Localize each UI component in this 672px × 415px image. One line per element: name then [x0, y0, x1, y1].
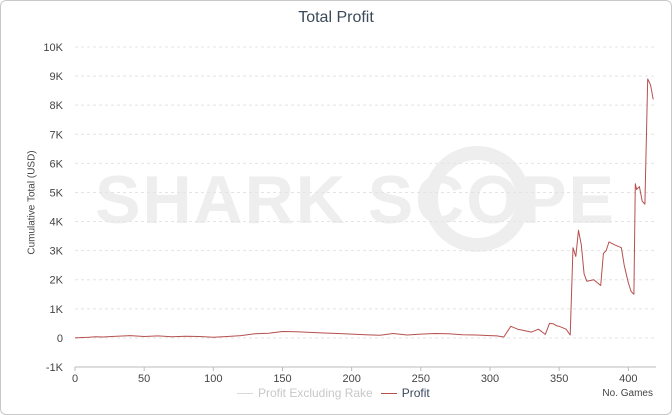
- watermark-text: SHARK SCOPE: [95, 162, 616, 238]
- y-tick-label: 4K: [50, 217, 64, 229]
- y-tick-label: 10K: [43, 42, 63, 54]
- x-tick-label: 250: [412, 373, 430, 385]
- watermark: SHARK SCOPE: [95, 146, 616, 252]
- y-tick-label: 5K: [50, 187, 64, 199]
- y-tick-label: 8K: [50, 100, 64, 112]
- x-tick-label: 100: [204, 373, 222, 385]
- x-tick-label: 150: [273, 373, 291, 385]
- series-line-profit: [74, 78, 654, 339]
- x-tick-label: 350: [550, 373, 568, 385]
- legend: Profit Excluding Rake Profit: [237, 386, 438, 400]
- legend-item-rake[interactable]: Profit Excluding Rake: [237, 386, 373, 400]
- legend-line-profit: [380, 392, 397, 394]
- x-tick-label: 300: [481, 373, 499, 385]
- x-tick-label: 400: [619, 373, 637, 385]
- y-tick-label: 3K: [50, 246, 64, 258]
- x-tick-label: 50: [138, 373, 150, 385]
- x-tick-label: 0: [72, 373, 78, 385]
- y-tick-label: 0: [57, 333, 63, 345]
- watermark-scope-icon: [424, 146, 530, 252]
- legend-item-profit[interactable]: Profit: [380, 386, 430, 400]
- legend-label-profit: Profit: [401, 386, 430, 400]
- y-tick-label: -1K: [46, 362, 64, 374]
- y-tick-label: 1K: [50, 304, 64, 316]
- x-tick-label: 200: [342, 373, 360, 385]
- x-axis-label: No. Games: [602, 388, 653, 399]
- y-tick-label: 2K: [50, 275, 64, 287]
- y-tick-label: 9K: [50, 71, 64, 83]
- legend-line-rake: [237, 392, 253, 394]
- chart-title: Total Profit: [298, 9, 374, 26]
- legend-label-rake: Profit Excluding Rake: [258, 386, 373, 400]
- y-tick-label: 6K: [50, 158, 64, 170]
- y-tick-label: 7K: [50, 129, 64, 141]
